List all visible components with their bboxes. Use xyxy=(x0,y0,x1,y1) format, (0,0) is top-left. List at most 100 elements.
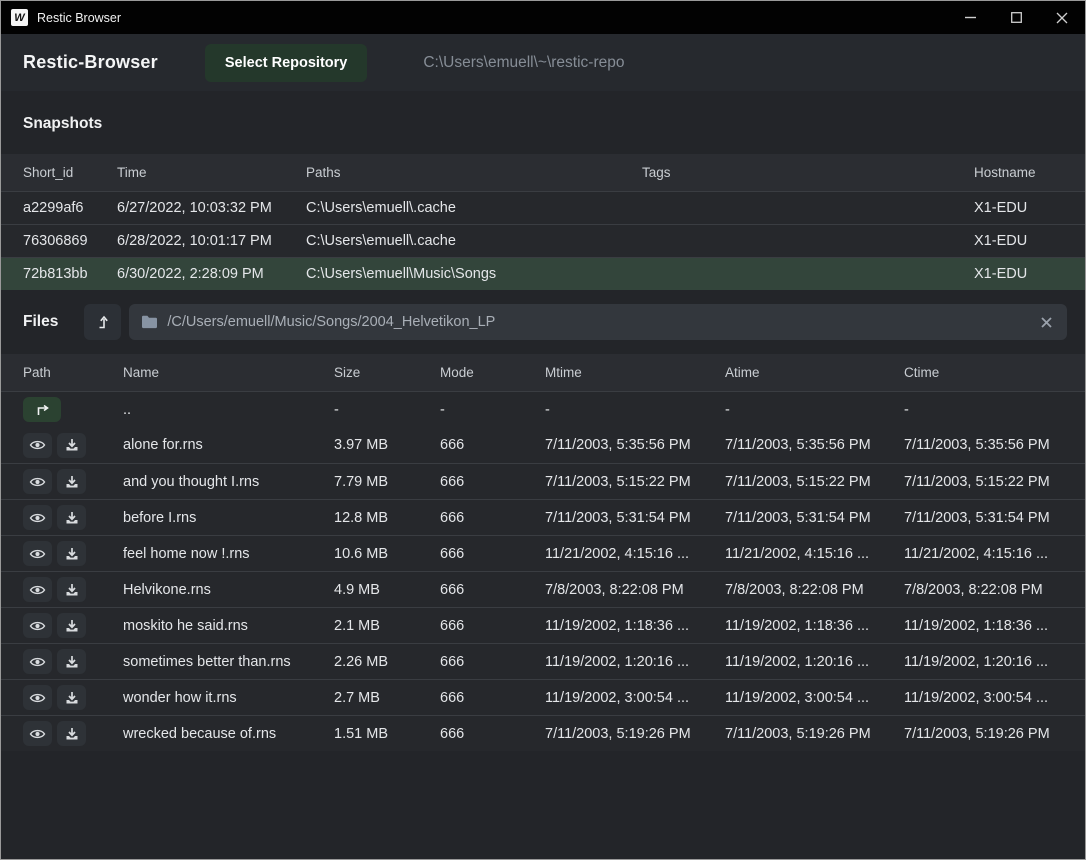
download-file-button[interactable] xyxy=(57,432,86,458)
file-size: 1.51 MB xyxy=(334,725,388,742)
file-mtime: 11/19/2002, 1:18:36 ... xyxy=(545,617,690,634)
download-file-button[interactable] xyxy=(57,469,86,494)
preview-file-button[interactable] xyxy=(23,649,52,674)
file-size: 3.97 MB xyxy=(334,437,388,453)
file-size: 2.7 MB xyxy=(334,689,380,706)
download-icon xyxy=(66,475,77,487)
file-name: before I.rns xyxy=(123,509,197,526)
snapshot-hostname: X1-EDU xyxy=(974,200,1028,216)
eye-icon xyxy=(29,513,46,522)
file-size: 10.6 MB xyxy=(334,545,388,562)
close-icon xyxy=(1056,12,1068,23)
file-mtime: 7/11/2003, 5:35:56 PM xyxy=(545,437,691,453)
snapshot-row[interactable]: a2299af6 6/27/2022, 10:03:32 PM C:\Users… xyxy=(1,191,1085,224)
column-header-mode: Mode xyxy=(440,365,474,380)
file-size: 7.79 MB xyxy=(334,473,388,490)
file-ctime: 7/11/2003, 5:19:26 PM xyxy=(904,725,1050,742)
file-mode: 666 xyxy=(440,689,465,706)
select-repository-button[interactable]: Select Repository xyxy=(204,43,368,82)
current-path-bar[interactable]: /C/Users/emuell/Music/Songs/2004_Helveti… xyxy=(129,304,1067,340)
column-header-tags: Tags xyxy=(642,165,671,180)
download-icon xyxy=(66,439,77,451)
file-name: feel home now !.rns xyxy=(123,545,250,562)
file-mtime: 7/8/2003, 8:22:08 PM xyxy=(545,581,684,598)
preview-file-button[interactable] xyxy=(23,432,52,458)
file-row: wonder how it.rns 2.7 MB 666 11/19/2002,… xyxy=(1,679,1085,715)
files-section-title: Files xyxy=(23,313,59,330)
download-icon xyxy=(66,727,77,739)
eye-icon xyxy=(29,585,46,594)
file-row: feel home now !.rns 10.6 MB 666 11/21/20… xyxy=(1,535,1085,571)
snapshot-paths: C:\Users\emuell\Music\Songs xyxy=(306,266,497,282)
files-table-header: Path Name Size Mode Mtime Atime Ctime xyxy=(1,354,1085,391)
file-name: alone for.rns xyxy=(123,437,203,453)
file-mtime: 7/11/2003, 5:31:54 PM xyxy=(545,509,691,526)
file-ctime: - xyxy=(904,401,909,418)
file-ctime: 7/11/2003, 5:31:54 PM xyxy=(904,509,1050,526)
open-parent-directory-button[interactable] xyxy=(23,397,61,422)
file-mode: 666 xyxy=(440,581,465,598)
column-header-size: Size xyxy=(334,365,361,380)
file-row: sometimes better than.rns 2.26 MB 666 11… xyxy=(1,643,1085,679)
download-file-button[interactable] xyxy=(57,541,86,566)
column-header-atime: Atime xyxy=(725,365,760,380)
file-ctime: 7/11/2003, 5:35:56 PM xyxy=(904,437,1050,453)
files-table-body: alone for.rns 3.97 MB 666 7/11/2003, 5:3… xyxy=(1,427,1085,751)
clear-path-button[interactable] xyxy=(1038,314,1055,331)
file-atime: 7/11/2003, 5:15:22 PM xyxy=(725,473,871,490)
download-file-button[interactable] xyxy=(57,649,86,674)
download-file-button[interactable] xyxy=(57,613,86,638)
file-mtime: 11/19/2002, 1:20:16 ... xyxy=(545,653,690,670)
empty-area xyxy=(1,751,1085,859)
file-mode: 666 xyxy=(440,545,465,562)
eye-icon xyxy=(29,657,46,666)
download-file-button[interactable] xyxy=(57,577,86,602)
snapshot-row[interactable]: 76306869 6/28/2022, 10:01:17 PM C:\Users… xyxy=(1,224,1085,257)
file-size: - xyxy=(334,401,339,418)
preview-file-button[interactable] xyxy=(23,541,52,566)
file-mode: 666 xyxy=(440,617,465,634)
file-mtime: - xyxy=(545,401,550,418)
file-row: moskito he said.rns 2.1 MB 666 11/19/200… xyxy=(1,607,1085,643)
maximize-button[interactable] xyxy=(993,1,1039,34)
file-mtime: 11/21/2002, 4:15:16 ... xyxy=(545,545,690,562)
column-header-mtime: Mtime xyxy=(545,365,582,380)
eye-icon xyxy=(29,693,46,702)
snapshot-time: 6/28/2022, 10:01:17 PM xyxy=(117,233,272,249)
download-file-button[interactable] xyxy=(57,505,86,530)
download-icon xyxy=(66,547,77,559)
file-name: moskito he said.rns xyxy=(123,617,248,634)
parent-directory-row: .. - - - - - xyxy=(1,391,1085,427)
eye-icon xyxy=(29,729,46,738)
preview-file-button[interactable] xyxy=(23,505,52,530)
preview-file-button[interactable] xyxy=(23,721,52,746)
file-mode: 666 xyxy=(440,437,465,453)
file-atime: - xyxy=(725,401,730,418)
eye-icon xyxy=(29,440,46,450)
current-path-text: /C/Users/emuell/Music/Songs/2004_Helveti… xyxy=(167,314,496,330)
minimize-button[interactable] xyxy=(947,1,993,34)
close-button[interactable] xyxy=(1039,1,1085,34)
preview-file-button[interactable] xyxy=(23,577,52,602)
go-up-level-button[interactable] xyxy=(84,304,122,340)
preview-file-button[interactable] xyxy=(23,469,52,494)
repository-path: C:\Users\emuell\~\restic-repo xyxy=(423,53,625,71)
file-ctime: 7/8/2003, 8:22:08 PM xyxy=(904,581,1043,598)
column-header-ctime: Ctime xyxy=(904,365,940,380)
file-row: before I.rns 12.8 MB 666 7/11/2003, 5:31… xyxy=(1,499,1085,535)
snapshot-row-selected[interactable]: 72b813bb 6/30/2022, 2:28:09 PM C:\Users\… xyxy=(1,257,1085,290)
app-title: Restic-Browser xyxy=(23,52,158,72)
preview-file-button[interactable] xyxy=(23,613,52,638)
snapshot-hostname: X1-EDU xyxy=(974,233,1028,249)
files-bar: Files /C/Users/emuell/Music/Songs/2004_H… xyxy=(1,290,1085,354)
file-atime: 11/19/2002, 3:00:54 ... xyxy=(725,689,870,706)
file-mtime: 11/19/2002, 3:00:54 ... xyxy=(545,689,690,706)
preview-file-button[interactable] xyxy=(23,685,52,710)
column-header-hostname: Hostname xyxy=(974,165,1036,180)
file-atime: 11/19/2002, 1:20:16 ... xyxy=(725,653,870,670)
download-file-button[interactable] xyxy=(57,685,86,710)
file-ctime: 11/19/2002, 1:20:16 ... xyxy=(904,653,1049,670)
eye-icon xyxy=(29,621,46,630)
titlebar: W Restic Browser xyxy=(1,1,1085,34)
download-file-button[interactable] xyxy=(57,721,86,746)
